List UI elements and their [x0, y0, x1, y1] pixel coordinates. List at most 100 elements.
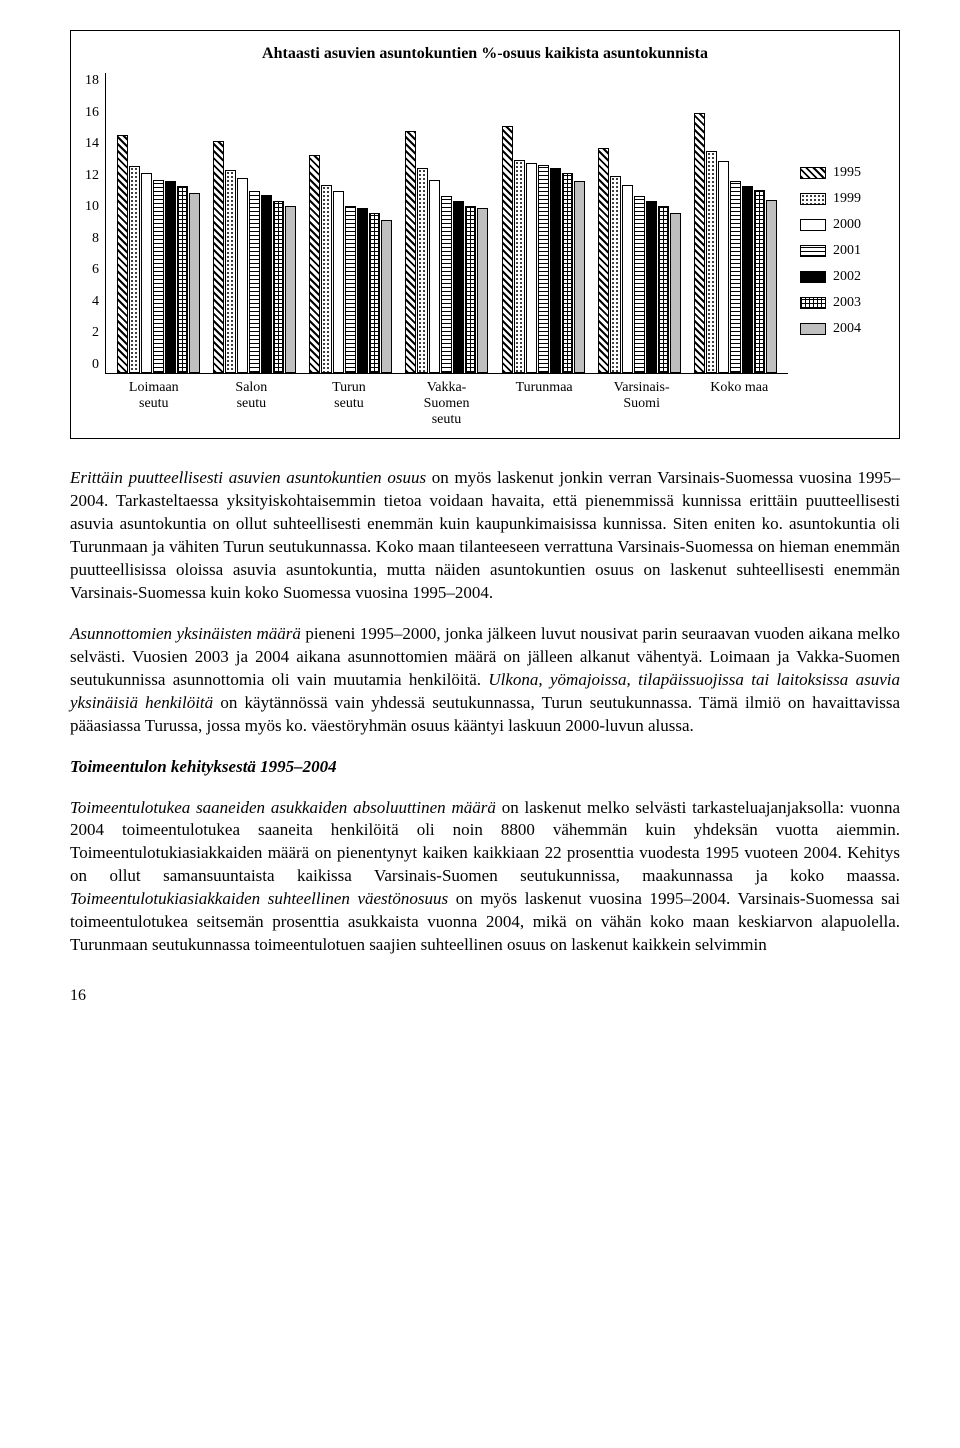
bar — [129, 166, 140, 373]
bar — [117, 135, 128, 373]
bar — [165, 181, 176, 373]
legend-item: 2000 — [800, 217, 885, 233]
x-label: Loimaan seutu — [105, 380, 203, 428]
page: Ahtaasti asuvien asuntokuntien %-osuus k… — [0, 0, 960, 1045]
bar-group — [110, 73, 206, 373]
bar — [694, 113, 705, 373]
para3-lead-italic: Toimeentulotukea saaneiden asukkaiden ab… — [70, 798, 496, 817]
bar — [309, 155, 320, 373]
bar — [562, 173, 573, 373]
bar — [502, 126, 513, 373]
y-tick: 12 — [85, 168, 99, 184]
bar — [417, 168, 428, 373]
chart-container: Ahtaasti asuvien asuntokuntien %-osuus k… — [70, 30, 900, 439]
bar — [261, 195, 272, 373]
y-tick: 8 — [92, 231, 99, 247]
section-heading: Toimeentulon kehityksestä 1995–2004 — [70, 756, 900, 779]
bar — [249, 191, 260, 373]
bar-group — [591, 73, 687, 373]
legend-item: 1999 — [800, 191, 885, 207]
bar-group — [399, 73, 495, 373]
bar — [538, 165, 549, 373]
bar — [477, 208, 488, 373]
bar — [718, 161, 729, 373]
bar — [658, 206, 669, 373]
legend-swatch — [800, 245, 826, 257]
bar — [550, 168, 561, 373]
legend-label: 2004 — [833, 321, 861, 337]
para3-inner-italic: Toimeentulotukiasiakkaiden suhteellinen … — [70, 889, 448, 908]
bar — [465, 206, 476, 373]
bar — [670, 213, 681, 373]
y-tick: 2 — [92, 325, 99, 341]
bar — [333, 191, 344, 373]
bar — [610, 176, 621, 373]
body-text: Erittäin puutteellisesti asuvien asuntok… — [70, 467, 900, 957]
bar — [634, 196, 645, 373]
legend-label: 1995 — [833, 165, 861, 181]
paragraph-1: Erittäin puutteellisesti asuvien asuntok… — [70, 467, 900, 605]
para1-rest: on myös laskenut jonkin verran Varsinais… — [70, 468, 900, 602]
x-label: Vakka- Suomen seutu — [398, 380, 496, 428]
y-tick: 6 — [92, 262, 99, 278]
bar — [381, 220, 392, 373]
legend: 1995 1999 2000 2001 2002 2003 2004 — [800, 165, 885, 337]
x-label: Turun seutu — [300, 380, 398, 428]
x-label: Turunmaa — [495, 380, 593, 428]
legend-label: 2000 — [833, 217, 861, 233]
legend-label: 2002 — [833, 269, 861, 285]
bar — [153, 180, 164, 373]
bar — [273, 201, 284, 373]
legend-item: 2003 — [800, 295, 885, 311]
bar — [453, 201, 464, 373]
bar — [357, 208, 368, 373]
bar — [285, 206, 296, 373]
legend-label: 1999 — [833, 191, 861, 207]
x-label: Varsinais- Suomi — [593, 380, 691, 428]
bar — [189, 193, 200, 373]
bar — [369, 213, 380, 373]
bar — [574, 181, 585, 373]
legend-item: 2004 — [800, 321, 885, 337]
bar — [441, 196, 452, 373]
legend-label: 2001 — [833, 243, 861, 259]
plot-wrap: Loimaan seutuSalon seutuTurun seutuVakka… — [105, 73, 788, 428]
chart-title: Ahtaasti asuvien asuntokuntien %-osuus k… — [85, 45, 885, 63]
bar — [321, 185, 332, 373]
x-label: Salon seutu — [203, 380, 301, 428]
bar-group — [688, 73, 784, 373]
legend-item: 1995 — [800, 165, 885, 181]
legend-item: 2001 — [800, 243, 885, 259]
paragraph-2: Asunnottomien yksinäisten määrä pieneni … — [70, 623, 900, 738]
bar — [225, 170, 236, 373]
bar — [237, 178, 248, 373]
page-number: 16 — [70, 987, 900, 1005]
x-axis-labels: Loimaan seutuSalon seutuTurun seutuVakka… — [105, 374, 788, 428]
bar — [514, 160, 525, 373]
y-axis: 181614121086420 — [85, 73, 105, 373]
legend-swatch — [800, 297, 826, 309]
bar — [177, 186, 188, 373]
x-label: Koko maa — [690, 380, 788, 428]
bar-group — [495, 73, 591, 373]
bar — [646, 201, 657, 373]
y-tick: 16 — [85, 105, 99, 121]
chart-body: 181614121086420 Loimaan seutuSalon seutu… — [85, 73, 885, 428]
bar — [730, 181, 741, 373]
plot-area — [105, 73, 788, 374]
bar — [213, 141, 224, 373]
bar — [526, 163, 537, 373]
legend-swatch — [800, 193, 826, 205]
legend-swatch — [800, 323, 826, 335]
para1-lead-italic: Erittäin puutteellisesti asuvien asuntok… — [70, 468, 426, 487]
bar — [345, 206, 356, 373]
y-tick: 0 — [92, 357, 99, 373]
y-tick: 10 — [85, 199, 99, 215]
legend-item: 2002 — [800, 269, 885, 285]
bar — [706, 151, 717, 373]
legend-label: 2003 — [833, 295, 861, 311]
legend-swatch — [800, 167, 826, 179]
bar — [622, 185, 633, 373]
y-tick: 18 — [85, 73, 99, 89]
legend-swatch — [800, 271, 826, 283]
